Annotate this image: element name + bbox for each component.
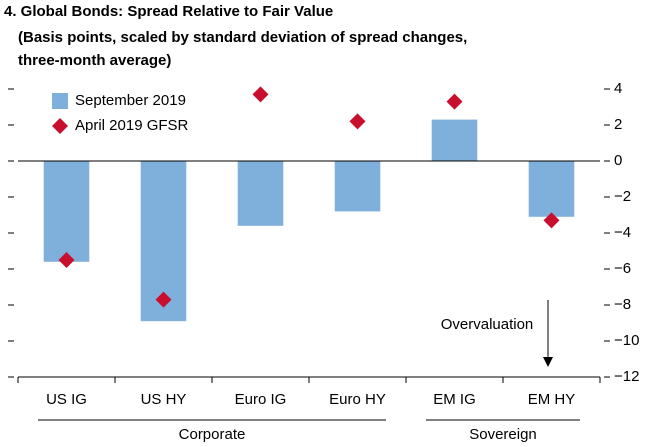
legend-swatch (52, 118, 68, 134)
legend-label: April 2019 GFSR (75, 117, 189, 134)
bar (431, 119, 478, 161)
x-tick-label: US IG (46, 391, 87, 408)
y-tick-label: −10 (614, 332, 639, 349)
bar (334, 161, 381, 212)
legend-label: September 2019 (75, 92, 186, 109)
diamond (543, 212, 560, 229)
group-label: Sovereign (469, 426, 537, 443)
y-tick-label: −12 (614, 368, 639, 385)
x-tick-label: EM IG (433, 391, 476, 408)
diamond (58, 252, 75, 268)
bar (43, 161, 90, 262)
x-tick-label: Euro HY (329, 391, 386, 408)
y-tick-label: −2 (614, 188, 631, 205)
group-label: Corporate (179, 426, 246, 443)
y-tick-label: 4 (614, 80, 622, 97)
diamond (446, 93, 463, 110)
y-tick-label: −8 (614, 296, 631, 313)
legend-swatch (52, 93, 68, 109)
annotation: Overvaluation (441, 316, 534, 333)
diamond (252, 86, 269, 103)
diamond (155, 291, 172, 308)
y-tick-label: −6 (614, 260, 631, 277)
y-tick-label: −4 (614, 224, 631, 241)
y-tick-label: 0 (614, 152, 622, 169)
diamond (349, 113, 366, 130)
bar (237, 161, 284, 226)
x-tick-label: Euro IG (235, 391, 287, 408)
x-tick-label: US HY (141, 391, 187, 408)
chart-subtitle: three-month average) (18, 52, 171, 69)
annotation-arrowhead (543, 357, 553, 367)
chart-title: 4. Global Bonds: Spread Relative to Fair… (4, 3, 333, 20)
x-tick-label: EM HY (528, 391, 576, 408)
y-tick-label: 2 (614, 116, 622, 133)
chart-subtitle: (Basis points, scaled by standard deviat… (18, 29, 467, 46)
bar (528, 161, 575, 217)
